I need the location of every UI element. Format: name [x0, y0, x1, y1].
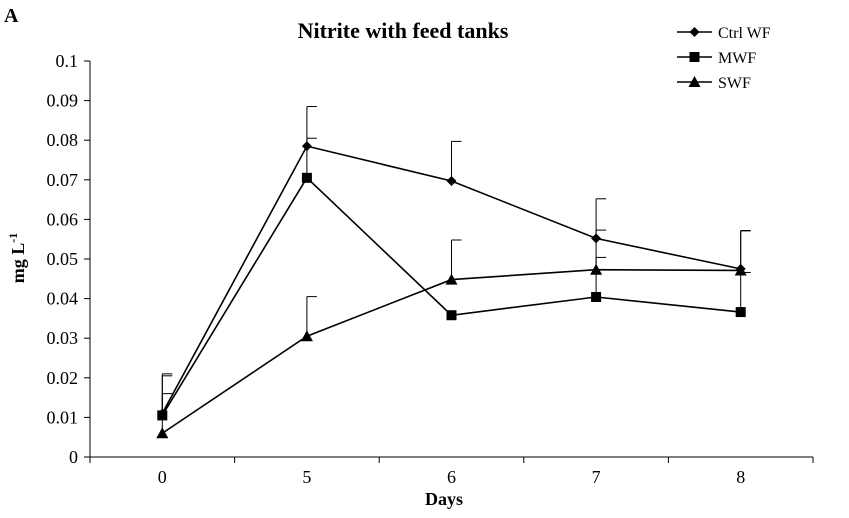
panel-label: A — [4, 5, 19, 27]
legend: Ctrl WF MWF SWF — [677, 25, 771, 92]
data-point-mwf — [735, 307, 746, 318]
y-tick-label: 0.06 — [47, 209, 79, 229]
y-tick-label: 0 — [69, 447, 78, 467]
legend-marker-ctrl-wf — [689, 27, 700, 37]
legend-label-mwf: MWF — [718, 50, 756, 67]
data-point-mwf — [301, 172, 312, 183]
x-tick-label: 5 — [302, 467, 311, 487]
data-point-ctrl-wf — [301, 141, 312, 152]
legend-label-ctrl-wf: Ctrl WF — [718, 25, 771, 42]
data-point-mwf — [591, 292, 602, 303]
y-tick-label: 0.02 — [47, 368, 79, 388]
series-markers — [156, 141, 747, 439]
y-tick-label: 0.05 — [47, 249, 79, 269]
y-tick-label: 0.04 — [47, 289, 79, 309]
x-tick-label: 6 — [447, 467, 456, 487]
data-point-ctrl-wf — [446, 175, 457, 186]
y-axis-label-superscript: -1 — [6, 233, 20, 243]
legend-marker-swf — [688, 76, 701, 87]
chart-title: Nitrite with feed tanks — [298, 18, 509, 43]
y-tick-label: 0.1 — [56, 51, 79, 71]
data-point-mwf — [446, 310, 457, 321]
series-line-mwf — [161, 176, 741, 416]
data-point-swf — [300, 330, 313, 342]
legend-label-swf: SWF — [718, 75, 751, 92]
data-point-mwf — [157, 410, 168, 421]
data-point-swf — [734, 264, 747, 276]
y-tick-label: 0.07 — [47, 170, 79, 190]
x-axis-label: Days — [425, 489, 463, 509]
axes: 0 0.01 0.02 0.03 0.04 0.05 0.06 0.07 0.08 0.09 0.1… — [47, 51, 814, 487]
y-tick-label: 0.09 — [47, 91, 79, 111]
data-point-ctrl-wf — [591, 233, 602, 244]
y-tick-label: 0.08 — [47, 130, 79, 150]
data-point-swf — [590, 263, 603, 275]
y-axis-label: mg L-1 — [6, 233, 28, 284]
data-point-swf — [445, 273, 458, 285]
data-point-swf — [156, 427, 169, 439]
x-tick-label: 0 — [158, 467, 167, 487]
series-line-swf — [161, 268, 741, 434]
y-axis-label-main: mg L — [8, 243, 28, 284]
x-tick-label: 8 — [736, 467, 745, 487]
y-tick-label: 0.01 — [47, 407, 79, 427]
error-bars — [161, 106, 751, 434]
x-tick-label: 7 — [592, 467, 601, 487]
legend-marker-mwf — [689, 52, 700, 62]
series-lines — [161, 145, 741, 434]
y-tick-label: 0.03 — [47, 328, 79, 348]
